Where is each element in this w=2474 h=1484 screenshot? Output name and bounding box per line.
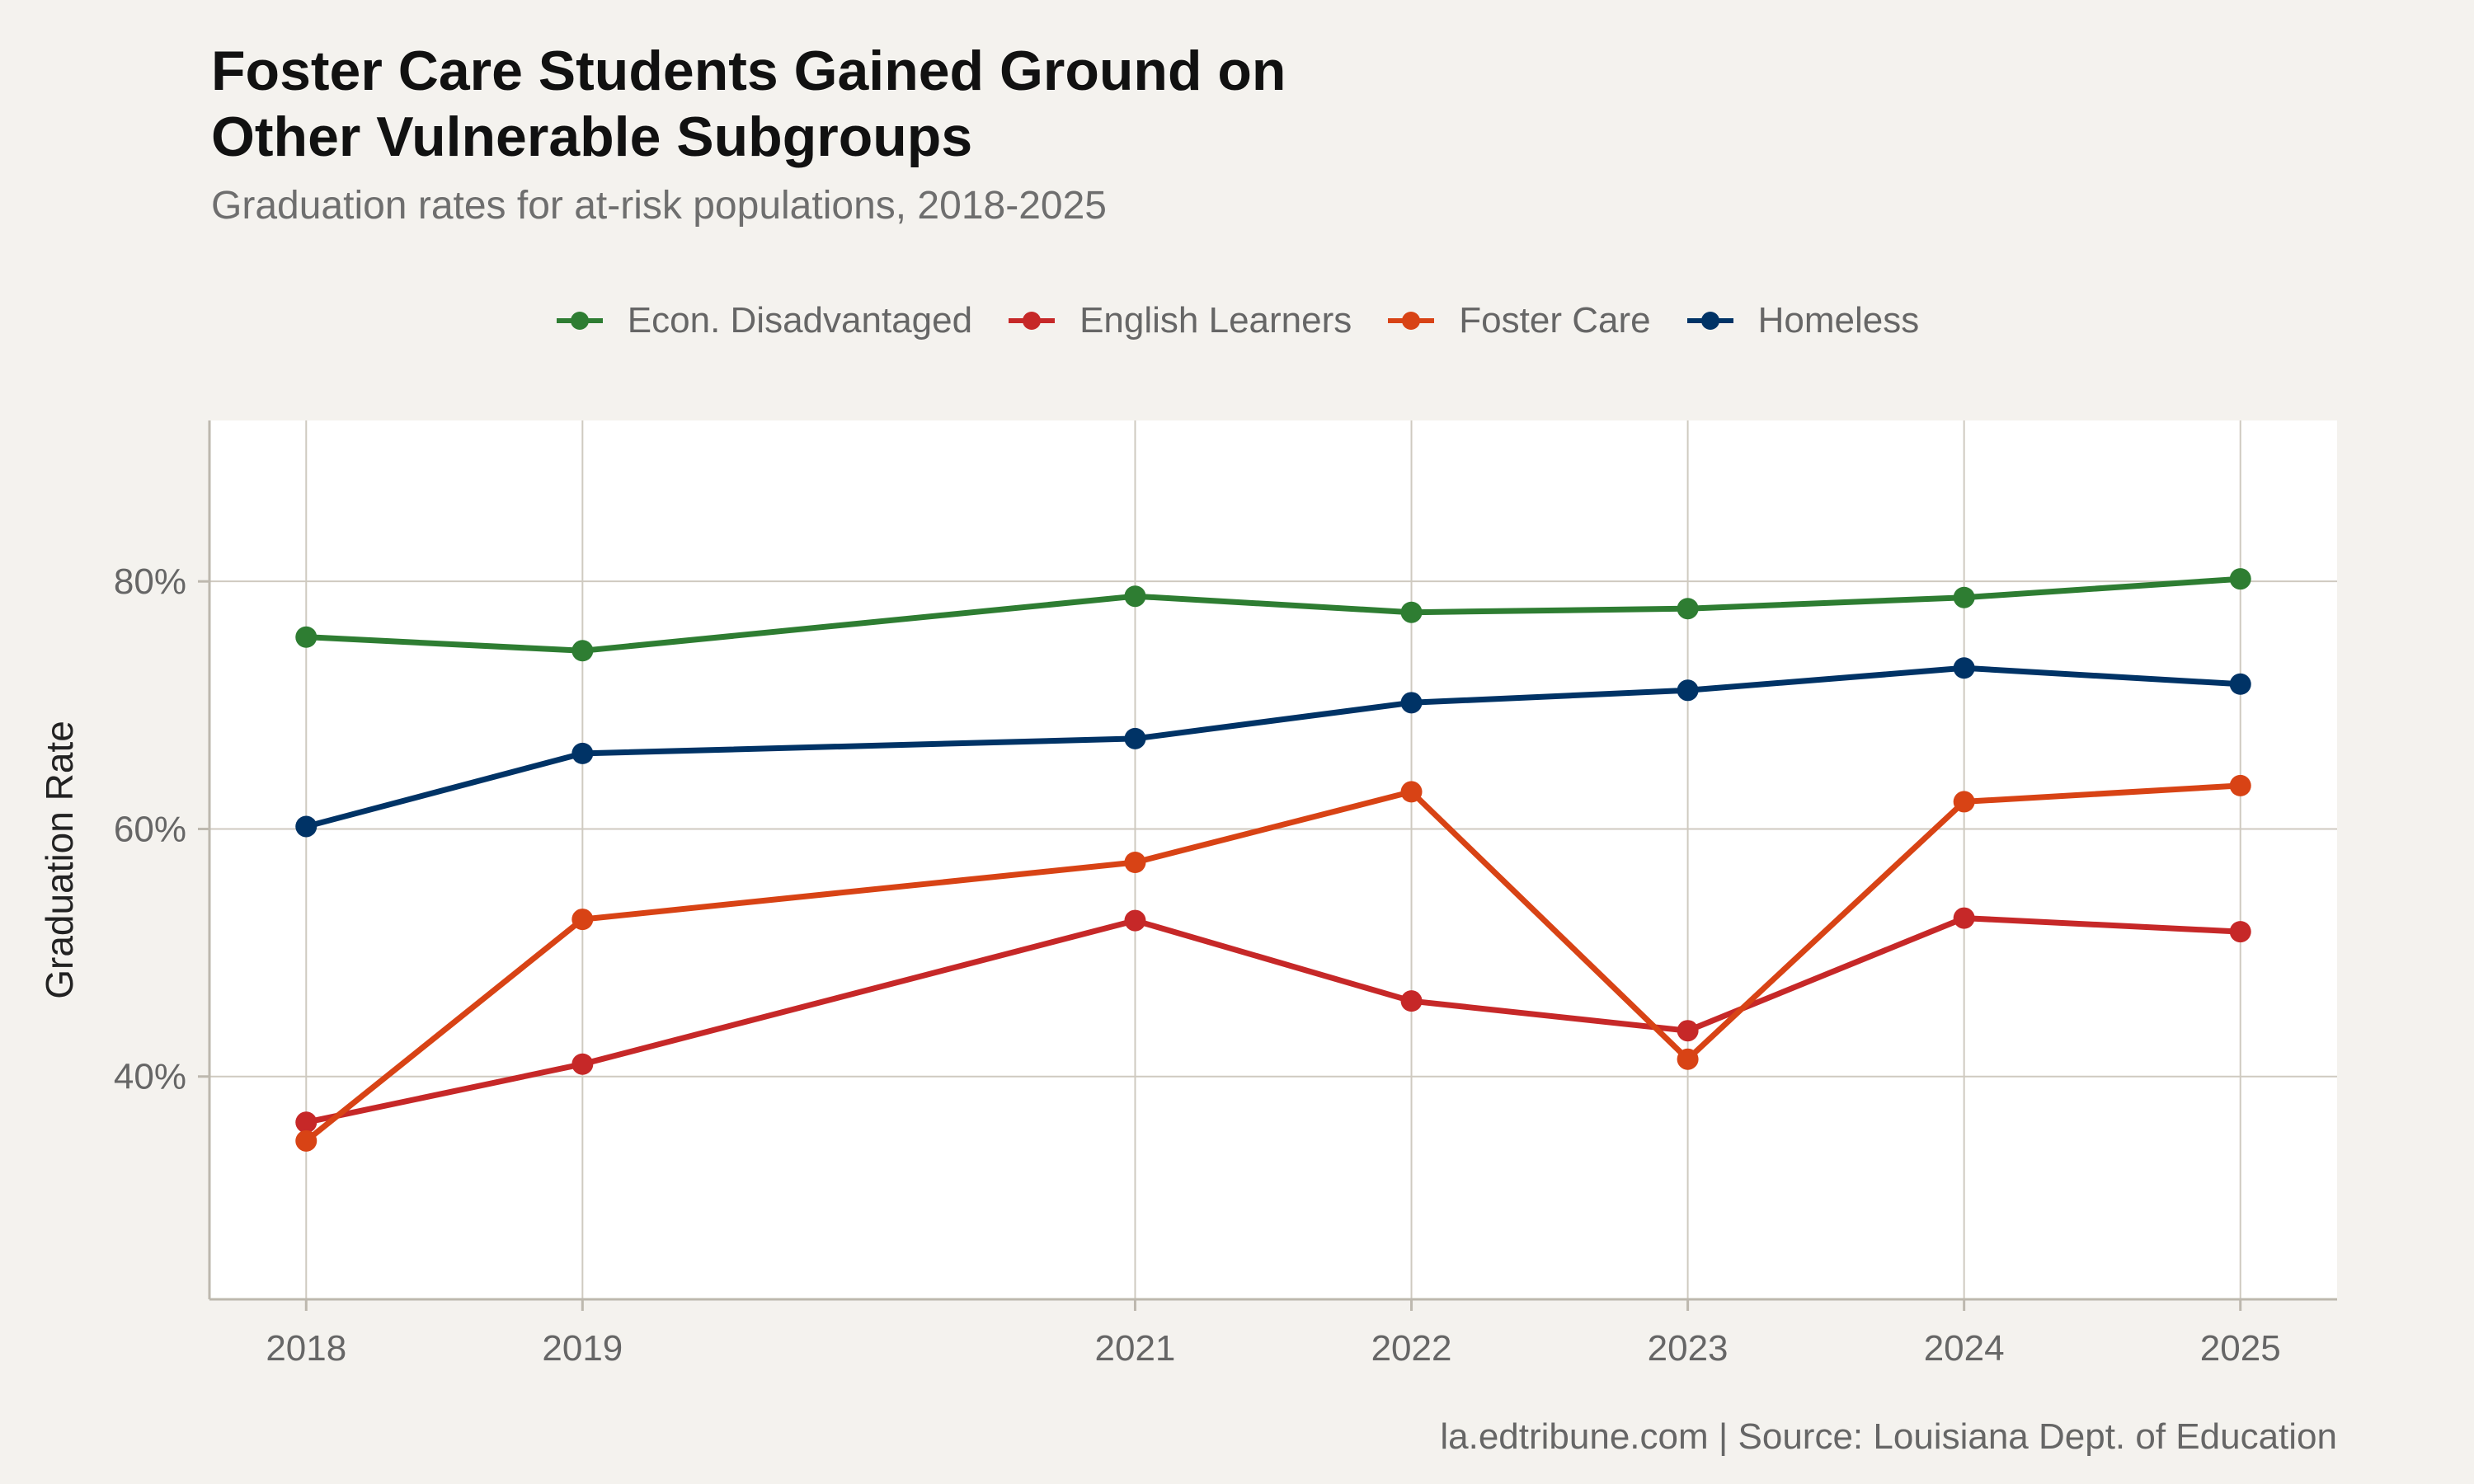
y-tick-label-40: 40% bbox=[114, 1057, 186, 1097]
legend-label-econ-disadvantaged: Econ. Disadvantaged bbox=[627, 300, 973, 340]
data-point-english-learners-2022 bbox=[1400, 990, 1423, 1012]
data-point-homeless-2018 bbox=[295, 815, 317, 838]
data-point-econ-disadvantaged-2018 bbox=[295, 626, 317, 648]
legend-label-foster-care: Foster Care bbox=[1459, 300, 1651, 340]
legend-label-english-learners: English Learners bbox=[1079, 300, 1352, 340]
data-point-foster-care-2018 bbox=[295, 1129, 317, 1152]
data-point-foster-care-2021 bbox=[1124, 852, 1146, 874]
chart-subtitle: Graduation rates for at-risk populations… bbox=[211, 184, 1107, 228]
data-point-econ-disadvantaged-2025 bbox=[2229, 568, 2251, 590]
x-tick-label-2025: 2025 bbox=[2200, 1328, 2281, 1369]
data-point-foster-care-2025 bbox=[2229, 774, 2251, 796]
data-point-foster-care-2023 bbox=[1677, 1048, 1699, 1070]
x-tick-label-2022: 2022 bbox=[1371, 1328, 1452, 1369]
plot-panel bbox=[209, 420, 2337, 1299]
data-point-homeless-2022 bbox=[1400, 692, 1423, 714]
legend-item-english-learners: English Learners bbox=[1007, 300, 1352, 341]
legend-key-econ-disadvantaged bbox=[556, 312, 603, 330]
x-tick-label-2023: 2023 bbox=[1648, 1328, 1729, 1369]
legend-key-english-learners bbox=[1009, 312, 1056, 330]
y-tick-label-80: 80% bbox=[114, 561, 186, 602]
x-tick-label-2021: 2021 bbox=[1095, 1328, 1176, 1369]
data-point-english-learners-2019 bbox=[571, 1053, 594, 1075]
data-point-homeless-2019 bbox=[571, 742, 594, 764]
data-point-homeless-2025 bbox=[2229, 673, 2251, 695]
data-point-econ-disadvantaged-2021 bbox=[1124, 585, 1146, 608]
legend-item-econ-disadvantaged: Econ. Disadvantaged bbox=[555, 300, 972, 341]
y-axis-title: Graduation Rate bbox=[38, 721, 81, 999]
x-tick-label-2024: 2024 bbox=[1924, 1328, 2005, 1369]
legend-label-homeless: Homeless bbox=[1757, 300, 1920, 340]
data-point-foster-care-2024 bbox=[1953, 791, 1975, 813]
data-point-econ-disadvantaged-2024 bbox=[1953, 586, 1975, 608]
data-point-english-learners-2021 bbox=[1124, 909, 1146, 932]
x-tick-label-2019: 2019 bbox=[542, 1328, 623, 1369]
data-point-english-learners-2018 bbox=[295, 1111, 317, 1134]
y-tick-label-60: 60% bbox=[114, 809, 186, 849]
chart-title-line-1: Foster Care Students Gained Ground on bbox=[211, 40, 1286, 102]
data-point-econ-disadvantaged-2022 bbox=[1400, 601, 1423, 623]
data-point-english-learners-2024 bbox=[1953, 907, 1975, 929]
data-point-english-learners-2025 bbox=[2229, 921, 2251, 943]
data-point-econ-disadvantaged-2023 bbox=[1677, 598, 1699, 620]
chart-title-line-2: Other Vulnerable Subgroups bbox=[211, 106, 973, 168]
source-caption: la.edtribune.com | Source: Louisiana Dep… bbox=[1440, 1416, 2337, 1457]
x-tick-label-2018: 2018 bbox=[266, 1328, 346, 1369]
data-point-homeless-2023 bbox=[1677, 679, 1699, 702]
data-point-homeless-2024 bbox=[1953, 657, 1975, 679]
data-point-foster-care-2022 bbox=[1400, 781, 1423, 803]
data-point-english-learners-2023 bbox=[1677, 1020, 1699, 1042]
data-point-foster-care-2019 bbox=[571, 909, 594, 931]
data-point-homeless-2021 bbox=[1124, 727, 1146, 749]
legend-item-foster-care: Foster Care bbox=[1386, 300, 1651, 341]
legend-item-homeless: Homeless bbox=[1686, 300, 1920, 341]
legend-key-foster-care bbox=[1388, 312, 1435, 330]
chart-legend: Econ. Disadvantaged English Learners Foste… bbox=[0, 292, 2474, 350]
data-point-econ-disadvantaged-2019 bbox=[571, 640, 594, 662]
chart-title: Foster Care Students Gained Ground on Ot… bbox=[211, 38, 1286, 170]
legend-key-homeless bbox=[1686, 312, 1733, 330]
